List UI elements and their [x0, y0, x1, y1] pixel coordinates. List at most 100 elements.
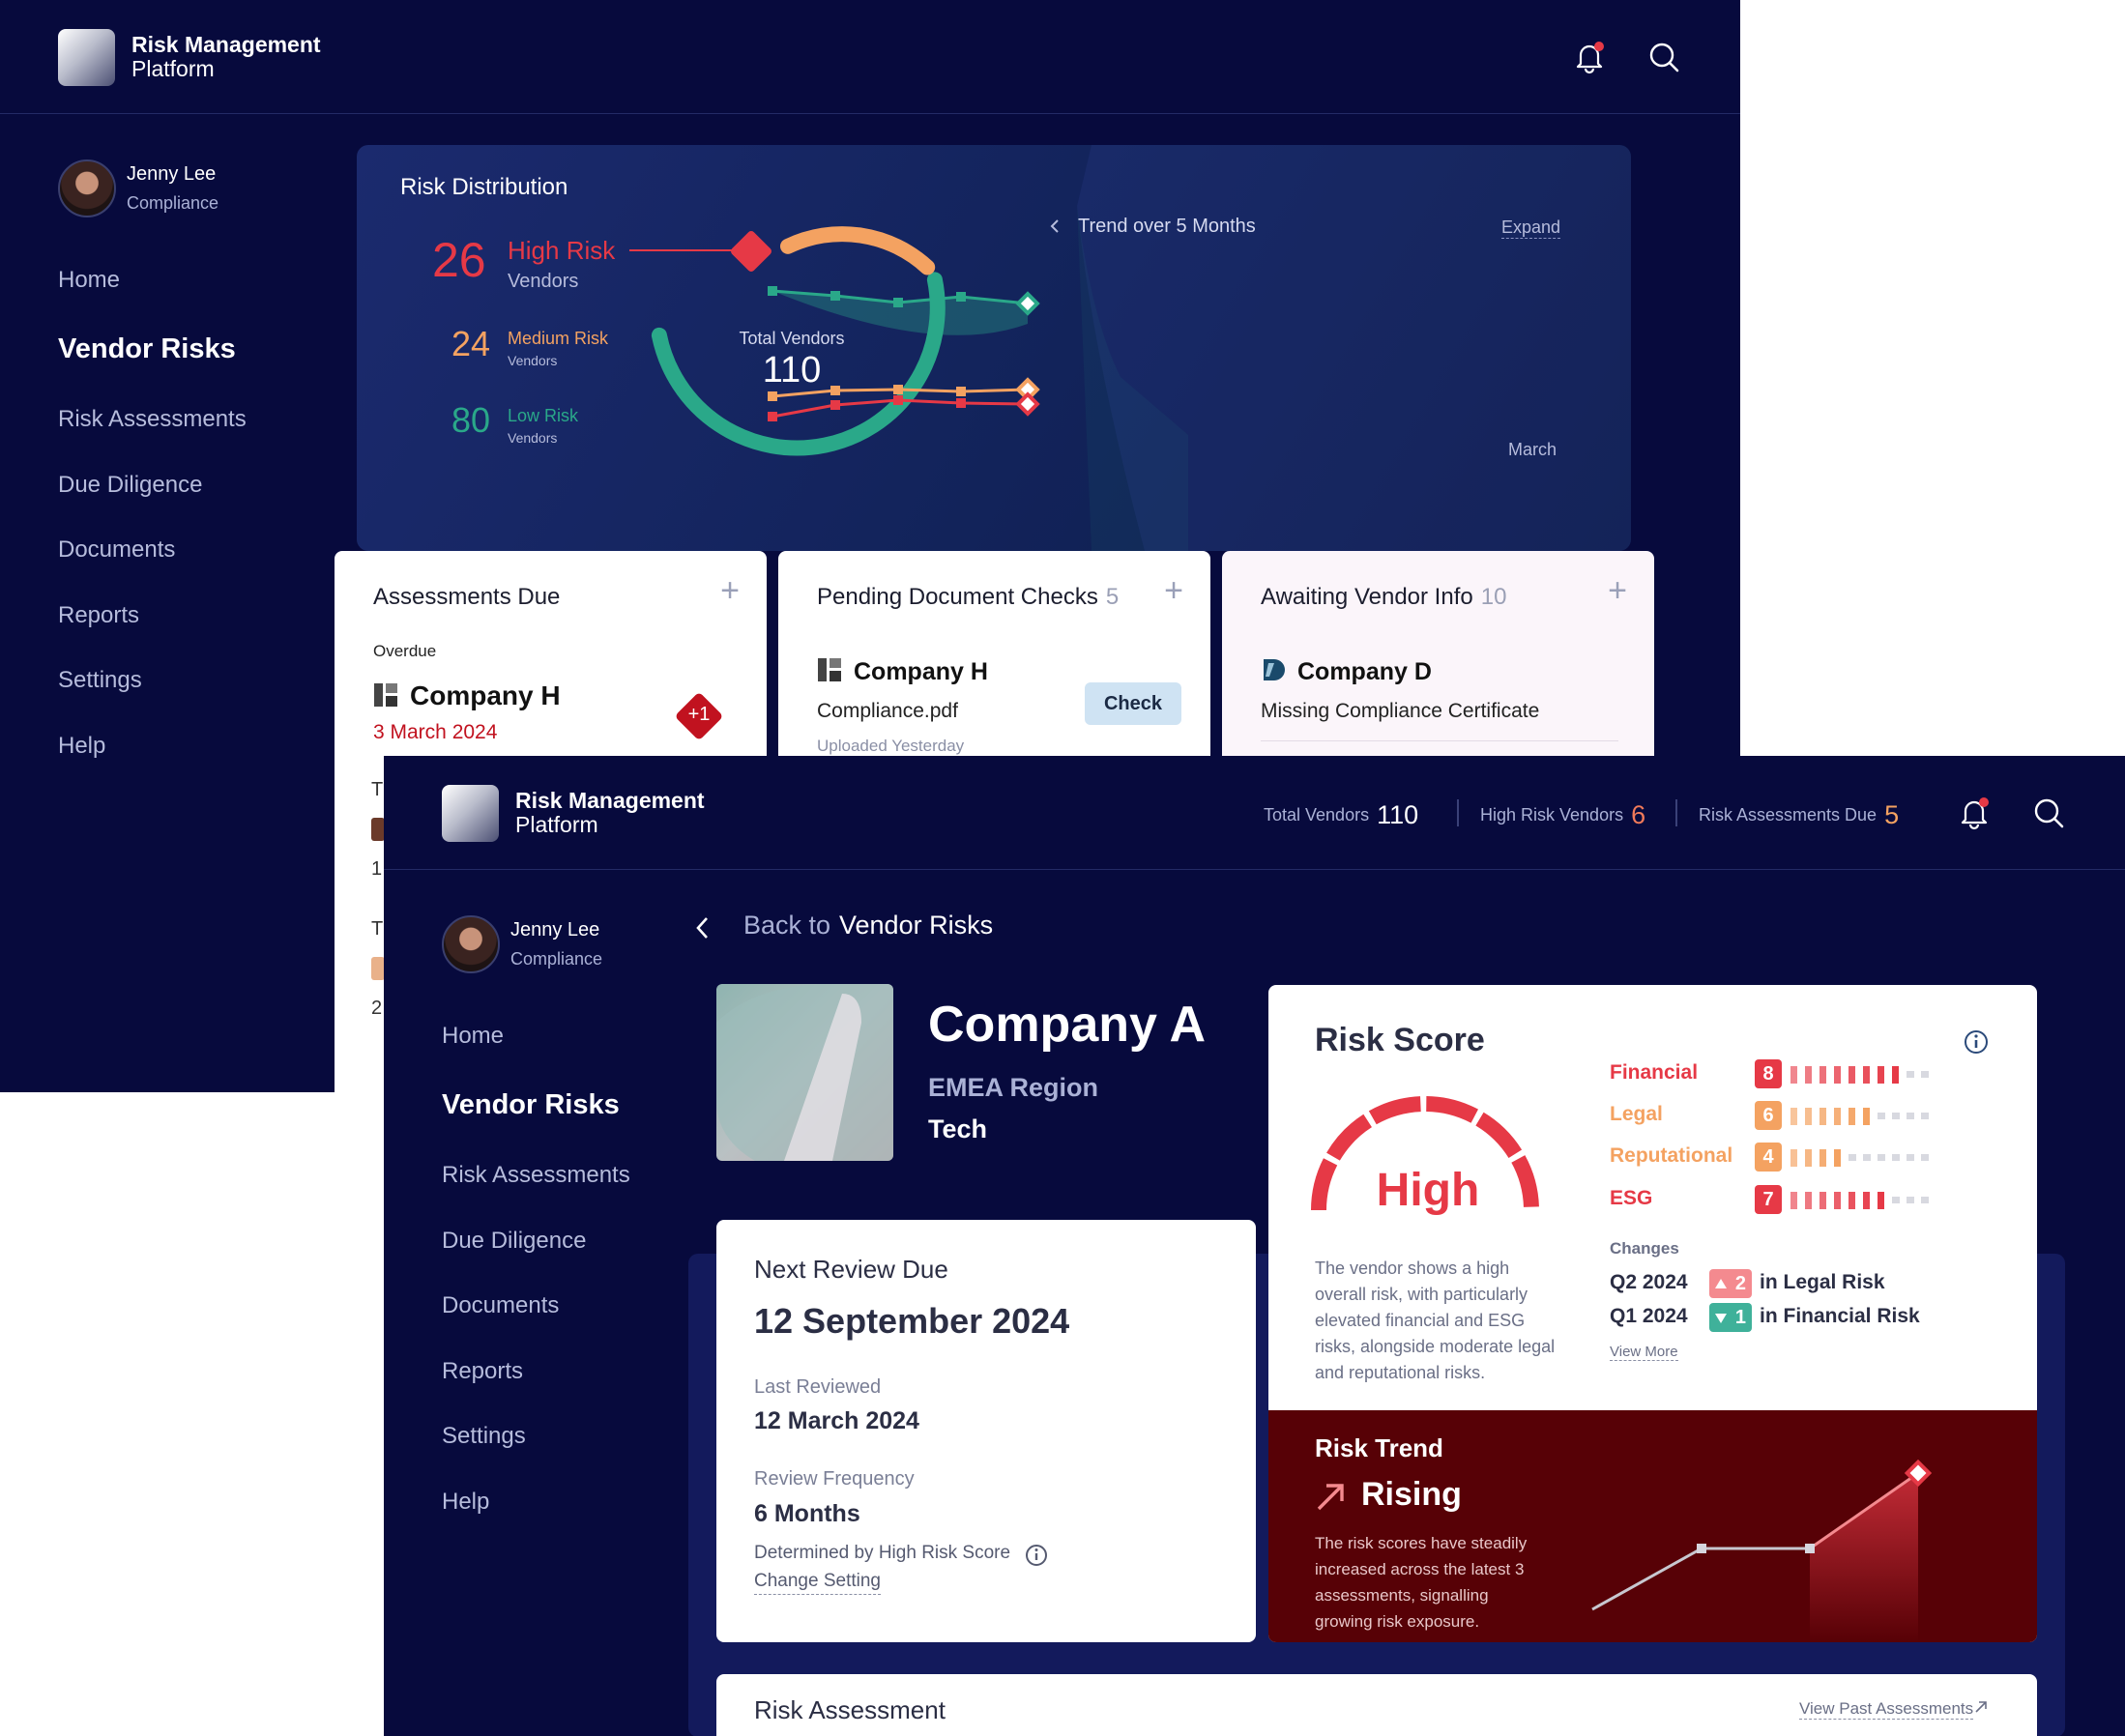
category-bar-segment-filled — [1819, 1066, 1826, 1084]
risk-trend-chart — [1591, 1459, 1933, 1642]
category-score-badge: 6 — [1755, 1101, 1782, 1130]
stat-due-label: Risk Assessments Due — [1699, 805, 1878, 825]
low-risk-label: Low Risk — [508, 406, 579, 425]
add-icon[interactable]: + — [1608, 572, 1627, 609]
category-legal-label: Legal — [1610, 1103, 1663, 1125]
nav-vendor-risks[interactable]: Vendor Risks — [442, 1089, 620, 1120]
risk-category-bars — [1790, 1066, 1929, 1209]
risk-trend-description-line: growing risk exposure. — [1315, 1612, 1480, 1631]
trend-backdrop — [1077, 145, 1631, 551]
nav-risk-assessments[interactable]: Risk Assessments — [442, 1162, 630, 1188]
risk-trend-description-line: increased across the latest 3 — [1315, 1560, 1525, 1578]
trend-low-point — [768, 286, 777, 296]
changes-label: Changes — [1610, 1239, 1679, 1258]
change-text: in Legal Risk — [1760, 1271, 1885, 1293]
company-h-row[interactable]: Company H — [373, 680, 561, 711]
risk-trend-line-past — [1591, 1547, 1810, 1611]
view-past-assessments-link[interactable]: View Past Assessments — [1799, 1699, 1974, 1720]
nav-home[interactable]: Home — [442, 1023, 505, 1049]
category-bar-segment-empty — [1907, 1113, 1914, 1119]
user-role: Compliance — [127, 193, 219, 213]
trend-title: Trend over 5 Months — [1078, 216, 1256, 237]
risk-description-line: The vendor shows a high — [1315, 1259, 1510, 1278]
nav-risk-assessments[interactable]: Risk Assessments — [58, 406, 247, 432]
category-bar-segment-empty — [1863, 1154, 1871, 1161]
category-bar-segment-filled — [1790, 1192, 1797, 1209]
pending-docs-count: 5 — [1105, 584, 1120, 610]
review-frequency-value: 6 Months — [754, 1500, 860, 1527]
add-icon[interactable]: + — [720, 572, 740, 609]
nav-home[interactable]: Home — [58, 267, 121, 293]
assessments-due-title: Assessments Due — [373, 584, 561, 610]
nav-reports[interactable]: Reports — [442, 1358, 524, 1384]
nav-help[interactable]: Help — [58, 733, 106, 759]
top-bar: Risk Management Platform Total Vendors 11… — [384, 756, 2125, 870]
risk-gauge-arc — [1311, 1096, 1539, 1211]
change-text: in Financial Risk — [1760, 1305, 1920, 1327]
awaiting-company-row[interactable]: Company D — [1261, 657, 1432, 686]
stat-high-risk: High Risk Vendors 6 — [1480, 800, 1645, 830]
change-period: Q1 2024 — [1610, 1305, 1688, 1327]
low-risk-count: 80 — [451, 400, 491, 440]
awaiting-title-text: Awaiting Vendor Info — [1261, 584, 1473, 610]
avatar — [58, 159, 116, 217]
trend-medium-point — [956, 387, 966, 396]
search-icon[interactable] — [1645, 39, 1682, 75]
change-period: Q2 2024 — [1610, 1271, 1688, 1293]
risk-description: The vendor shows a high overall risk, wi… — [1315, 1256, 1555, 1386]
risk-trend-area — [1810, 1473, 1918, 1642]
category-bar-segment-filled — [1834, 1066, 1841, 1084]
company-d-logo-icon — [1264, 659, 1285, 680]
category-bar-segment-filled — [1805, 1149, 1812, 1167]
nav-settings[interactable]: Settings — [58, 667, 142, 693]
bell-icon[interactable] — [1956, 795, 1993, 831]
nav-vendor-risks[interactable]: Vendor Risks — [58, 333, 236, 364]
nav-due-diligence[interactable]: Due Diligence — [442, 1228, 587, 1254]
stat-high-label: High Risk Vendors — [1480, 805, 1624, 825]
change-delta: 1 — [1734, 1307, 1746, 1328]
info-icon[interactable] — [1024, 1543, 1049, 1568]
app-logo — [442, 785, 499, 842]
nav-help[interactable]: Help — [442, 1489, 490, 1515]
pending-company-row[interactable]: Company H — [817, 657, 988, 686]
category-bar-segment-filled — [1819, 1149, 1826, 1167]
stat-total-label: Total Vendors — [1264, 805, 1370, 825]
risk-trend-description-line: The risk scores have steadily — [1315, 1534, 1528, 1552]
nav-reports[interactable]: Reports — [58, 602, 140, 628]
bell-icon[interactable] — [1571, 39, 1608, 75]
info-icon[interactable] — [1963, 1028, 1990, 1056]
search-icon[interactable] — [2030, 795, 2067, 831]
risk-description-line: overall risk, with particularly — [1315, 1285, 1528, 1304]
category-bar-segment-empty — [1892, 1197, 1900, 1203]
expand-link[interactable]: Expand — [1501, 217, 1561, 239]
trend-medium-point — [830, 386, 840, 395]
company-a-logo-icon — [716, 984, 893, 1161]
trend-high-point — [893, 395, 903, 405]
trend-low-area — [772, 291, 1028, 335]
view-more-link[interactable]: View More — [1610, 1344, 1678, 1361]
divider — [1675, 799, 1677, 826]
nav-documents[interactable]: Documents — [58, 536, 176, 563]
change-setting-link[interactable]: Change Setting — [754, 1571, 881, 1595]
awaiting-count: 10 — [1480, 584, 1507, 610]
category-bar-segment-filled — [1834, 1108, 1841, 1125]
company-h-logo-icon — [818, 658, 841, 681]
nav-due-diligence[interactable]: Due Diligence — [58, 472, 203, 498]
next-review-card: Next Review Due 12 September 2024 Last R… — [716, 1220, 1256, 1642]
risk-assessment-card: Risk Assessment View Past Assessments — [716, 1674, 2037, 1736]
trend-glow — [1077, 206, 1188, 551]
nav-documents[interactable]: Documents — [442, 1292, 560, 1318]
change-up-badge: 2 — [1709, 1269, 1752, 1298]
arrow-down-icon — [1715, 1314, 1727, 1323]
category-reputational-label: Reputational — [1610, 1144, 1733, 1167]
add-icon[interactable]: + — [1164, 572, 1183, 609]
nav-settings[interactable]: Settings — [442, 1423, 526, 1449]
check-button[interactable]: Check — [1085, 682, 1181, 725]
category-bar-segment-filled — [1863, 1066, 1870, 1084]
category-bar-segment-filled — [1848, 1066, 1855, 1084]
category-bar-segment-empty — [1848, 1154, 1856, 1161]
category-bar-segment-filled — [1790, 1108, 1797, 1125]
determined-by-text: Determined by High Risk Score — [754, 1543, 1011, 1563]
category-financial-label: Financial — [1610, 1061, 1699, 1084]
category-bar-segment-filled — [1892, 1066, 1899, 1084]
